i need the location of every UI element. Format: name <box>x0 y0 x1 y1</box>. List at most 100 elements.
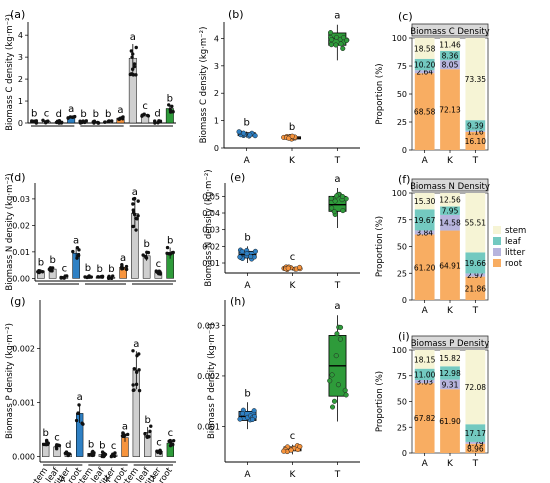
point-d <box>157 269 161 273</box>
point-g <box>125 432 130 437</box>
sig-letter-a: b <box>31 109 37 120</box>
sig-letter-a: b <box>93 109 99 120</box>
point-a <box>117 117 121 121</box>
point-b <box>333 34 340 40</box>
point-b <box>247 132 253 138</box>
stack-label-leaf-c: 8.36 <box>442 52 459 61</box>
sig-letter-d: b <box>85 263 91 274</box>
y-axis-label-c: Proportion (%) <box>375 63 385 124</box>
sig-letter-d: b <box>167 236 173 247</box>
x-tick-label-c: A <box>422 156 429 166</box>
sig-letter-g: b <box>42 428 48 439</box>
stack-seg-root-f <box>414 234 435 300</box>
sig-letter-g: b <box>88 439 94 450</box>
sig-letter-a: a <box>68 104 74 115</box>
sig-letter-g: a <box>122 422 128 433</box>
panel-label-a: (a) <box>10 8 25 21</box>
x-tick-label-b: A <box>244 156 251 166</box>
y-tick-label-c: 75 <box>397 62 407 71</box>
stack-seg-leaf-c <box>465 120 486 131</box>
x-tick-label-f: T <box>472 306 479 316</box>
x-tick-label-b: K <box>289 156 296 166</box>
sig-letter-a: d <box>56 109 62 120</box>
point-e <box>340 193 346 200</box>
point-b <box>289 133 295 139</box>
point-g <box>54 447 59 451</box>
y-tick-label-f: 0 <box>402 296 407 305</box>
stack-label-stem-c: 18.58 <box>414 44 436 53</box>
point-g <box>45 439 49 444</box>
point-a <box>170 104 174 109</box>
stack-seg-leaf-i <box>440 366 460 380</box>
sig-letter-b: a <box>334 11 340 22</box>
point-e <box>252 248 258 254</box>
y-tick-label-g: 0.000 <box>12 453 35 462</box>
point-b <box>328 30 334 36</box>
point-g <box>74 418 79 423</box>
title-strip-c <box>411 23 489 37</box>
point-g <box>67 452 72 456</box>
y-tick-label-a: 0 <box>18 119 23 128</box>
stack-label-root-f: 61.20 <box>414 263 436 272</box>
y-tick-label-h: 0.001 <box>197 423 220 432</box>
sig-letter-g: a <box>133 339 139 350</box>
point-b <box>340 45 346 52</box>
stack-label-root-f: 21.86 <box>465 284 487 293</box>
point-b <box>240 130 247 136</box>
point-g <box>109 454 114 459</box>
point-d <box>144 255 148 260</box>
point-a <box>156 121 160 125</box>
point-d <box>75 245 80 250</box>
point-g <box>148 429 152 434</box>
point-d <box>76 253 81 258</box>
stack-seg-leaf-f <box>440 206 460 215</box>
stack-seg-stem-i <box>465 350 486 425</box>
y-tick-label-d: 0.02 <box>12 221 30 230</box>
stack-seg-stem-i <box>440 349 460 367</box>
point-a <box>103 120 107 124</box>
point-d <box>124 264 129 269</box>
point-h <box>329 404 336 410</box>
point-a <box>131 52 135 56</box>
y-tick-label-e: 0.01 <box>202 259 220 268</box>
group-label-g: K <box>106 475 112 483</box>
stack-label-leaf-i: 12.98 <box>439 369 461 378</box>
point-a <box>110 119 114 123</box>
point-g <box>100 450 105 454</box>
point-h <box>335 382 341 388</box>
point-e <box>340 208 346 214</box>
y-tick-label-d: 0.03 <box>12 195 30 204</box>
y-tick-label-f: 75 <box>397 216 407 225</box>
point-a <box>83 120 87 125</box>
point-a <box>96 121 101 125</box>
sig-letter-b: b <box>243 118 249 129</box>
stack-label-litter-i: 3.03 <box>416 378 433 387</box>
point-g <box>171 438 176 443</box>
x-tick-label-c: K <box>447 156 454 166</box>
point-g <box>77 403 81 407</box>
point-g <box>131 383 135 387</box>
point-g <box>42 442 46 447</box>
point-d <box>145 250 149 254</box>
stack-label-root-c: 72.13 <box>439 106 461 115</box>
group-label-g: A <box>60 475 66 483</box>
point-d <box>96 275 101 279</box>
x-tick-label-e: T <box>334 281 341 291</box>
point-b <box>236 129 242 135</box>
point-g <box>80 421 84 425</box>
point-a <box>167 103 171 107</box>
stack-seg-litter-i <box>440 379 460 390</box>
point-h <box>331 398 338 404</box>
point-d <box>50 266 55 270</box>
x-tick-label-h: K <box>290 470 297 480</box>
point-a <box>140 114 144 118</box>
sig-letter-e: b <box>244 232 250 243</box>
x-tick-label-h: T <box>334 470 341 480</box>
stack-seg-root-c <box>440 69 460 150</box>
point-g <box>90 453 95 458</box>
sig-letter-d: b <box>143 239 149 250</box>
y-axis-label-g: Biomass P density (kg·m⁻²) <box>5 323 15 439</box>
point-a <box>134 45 138 50</box>
panel-title-i: Biomass P Density <box>411 339 490 349</box>
y-tick-label-c: 50 <box>397 90 407 99</box>
